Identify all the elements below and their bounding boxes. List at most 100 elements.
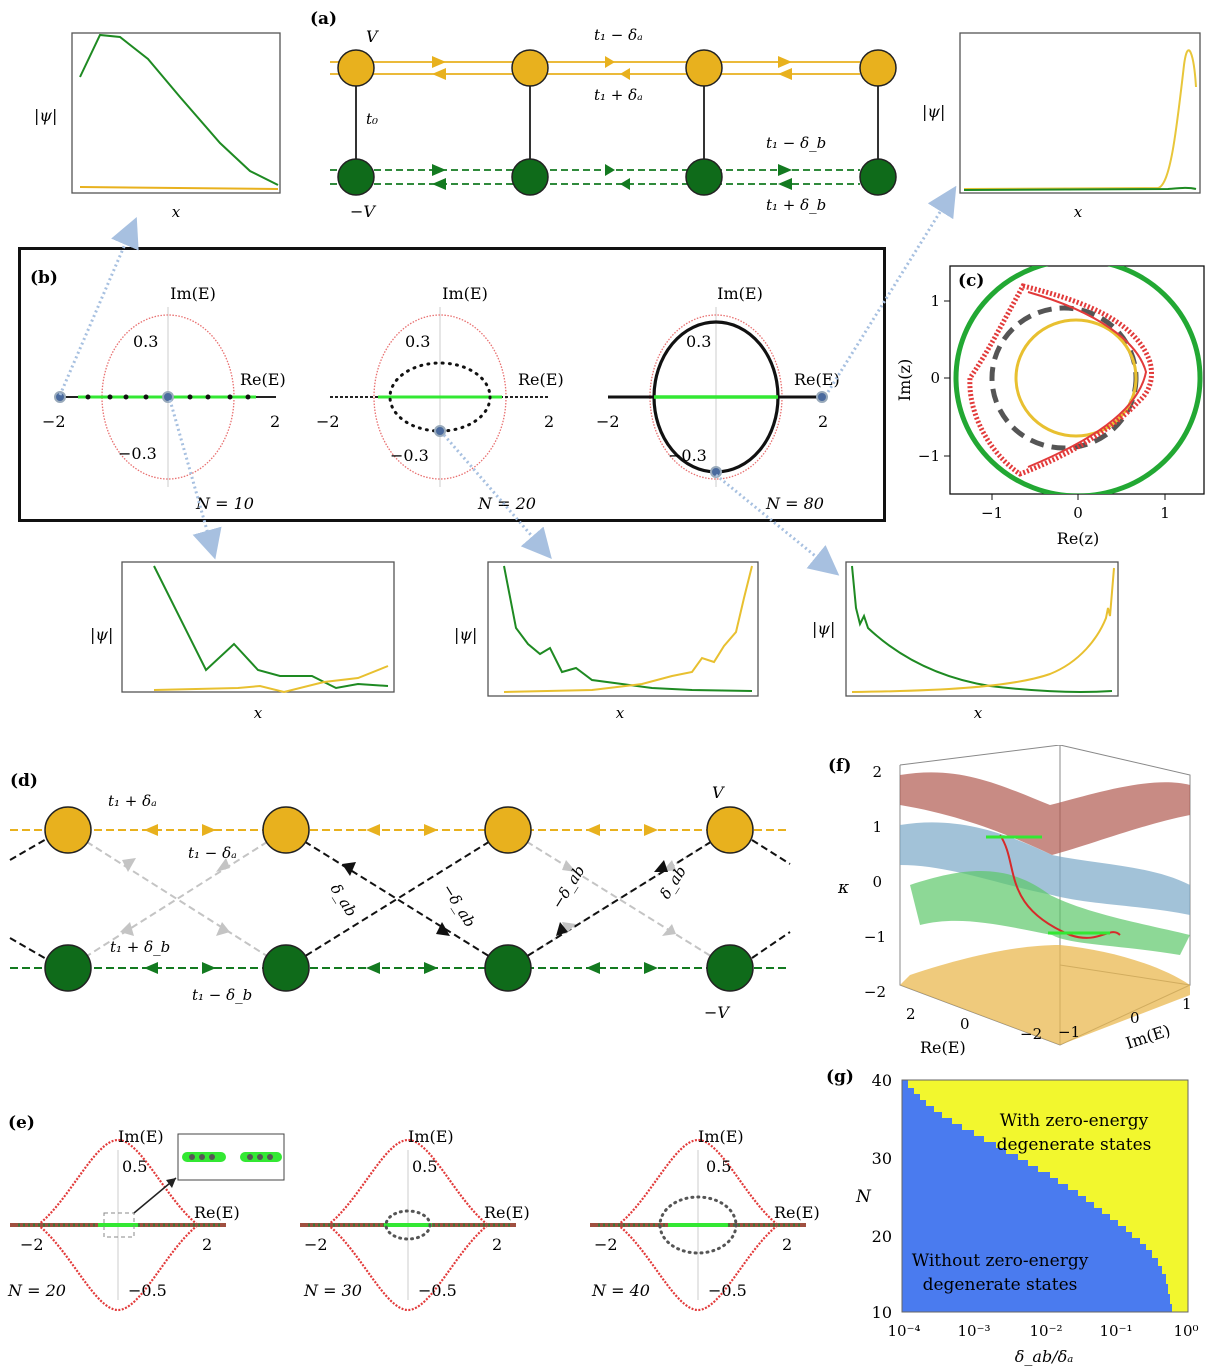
- n-label-80: N = 80: [765, 494, 824, 513]
- t1-plus-db: t₁ + δ_b: [110, 938, 170, 956]
- xtick-0: 0: [1073, 504, 1083, 522]
- t0-label: t₀: [366, 110, 378, 128]
- re-label: Re(E): [194, 1203, 240, 1222]
- psi-plot-b-1: |ψ| x: [90, 561, 395, 722]
- im-tick-0: 0: [1130, 1009, 1140, 1027]
- re-label: Re(E): [240, 370, 286, 389]
- surface-top: [900, 772, 1190, 855]
- ytick-20: 20: [872, 1227, 892, 1246]
- surface-bottom: [900, 945, 1190, 1045]
- re-label: Re(E): [794, 370, 840, 389]
- x-label: x: [172, 203, 181, 221]
- x-label: x: [1074, 203, 1083, 221]
- ytick-30: 30: [872, 1149, 892, 1168]
- ytick-0: 0: [930, 369, 940, 387]
- tick-m2: −2: [594, 1235, 618, 1254]
- psi-label: |ψ|: [34, 106, 57, 125]
- spectrum-N20: Im(E) 0.3 −0.3 Re(E) −2 2 N = 20: [316, 284, 564, 513]
- spectrum-N80: Im(E) 0.3 −0.3 Re(E) −2 2 N = 80: [596, 284, 840, 513]
- im-tick-1: 1: [1182, 995, 1192, 1013]
- d-bottom-sites: [44, 944, 754, 992]
- n-label-10: N = 10: [195, 494, 254, 513]
- panel-label-c: (c): [958, 271, 984, 291]
- without-text-1: Without zero-energy: [912, 1251, 1089, 1271]
- green-wavefunction: [851, 565, 1113, 693]
- xtick-1e-3: 10⁻³: [957, 1322, 990, 1340]
- c-ylabel: Im(z): [895, 359, 914, 401]
- gold-wavefunction: [963, 49, 1197, 190]
- green-circle: [953, 266, 1203, 494]
- hop-bot-minus: t₁ − δ_b: [766, 134, 826, 152]
- x-label: x: [254, 704, 263, 722]
- psi-plot-b-3: |ψ| x: [812, 561, 1119, 722]
- dab-label: δ_ab: [327, 881, 361, 920]
- x-label: x: [974, 704, 983, 722]
- tick-neg0.5: −0.5: [418, 1281, 457, 1300]
- plot-frame: [845, 561, 1119, 697]
- without-text-2: degenerate states: [923, 1275, 1078, 1295]
- gray-arrows: [120, 858, 676, 936]
- psi-label: |ψ|: [90, 625, 113, 644]
- im-label: Im(E): [408, 1127, 454, 1146]
- re-label: Re(E): [518, 370, 564, 389]
- xtick-neg1: −1: [981, 504, 1003, 522]
- ytick-40: 40: [872, 1071, 892, 1090]
- surface-upper: [900, 822, 1190, 915]
- tick-0.3: 0.3: [405, 332, 430, 351]
- tick-m2: −2: [304, 1235, 328, 1254]
- t1-minus-da: t₁ − δₐ: [188, 844, 237, 862]
- gold-circle: [1014, 318, 1138, 438]
- tick-p2: 2: [818, 412, 828, 431]
- bottom-rail-arrows: [144, 962, 658, 974]
- tick-m2: −2: [42, 412, 66, 431]
- n-label-20: N = 20: [477, 494, 536, 513]
- re-tick-0: 0: [960, 1015, 970, 1033]
- bottom-sites: [337, 158, 897, 196]
- d-top-sites: [44, 806, 754, 854]
- panel-label-b: (b): [30, 268, 58, 288]
- with-text-2: degenerate states: [997, 1135, 1152, 1155]
- im-label: Im(E): [717, 284, 763, 303]
- re-label: Re(E): [484, 1203, 530, 1222]
- tick-p2: 2: [782, 1235, 792, 1254]
- panel-label-d: (d): [10, 771, 38, 791]
- tick-neg0.3: −0.3: [668, 446, 707, 465]
- green-wavefunction: [963, 186, 1197, 191]
- pointer-arrows: [58, 185, 957, 576]
- gold-wavefunction: [503, 565, 753, 693]
- red-gbz-curve: [967, 283, 1154, 477]
- tick-m2: −2: [596, 412, 620, 431]
- im-label: Im(E): [442, 284, 488, 303]
- x-label: x: [616, 704, 625, 722]
- psi-plot-b-2: |ψ| x: [454, 561, 759, 722]
- V-label: V: [712, 783, 725, 802]
- psi-label: |ψ|: [454, 625, 477, 644]
- gold-wavefunction: [153, 665, 389, 694]
- tick-0.3: 0.3: [133, 332, 158, 351]
- tick-neg0.5: −0.5: [708, 1281, 747, 1300]
- z-tick-m1: −1: [864, 928, 886, 946]
- ytick-10: 10: [872, 1303, 892, 1322]
- t1-minus-db: t₁ − δ_b: [192, 986, 252, 1004]
- green-wavefunction: [503, 565, 753, 692]
- black-crossings: [9, 829, 791, 969]
- panel-g: (g) With zero-energy degenerate states W…: [826, 1067, 1199, 1366]
- tick-0.3: 0.3: [686, 332, 711, 351]
- xtick-1e0: 10⁰: [1173, 1322, 1198, 1340]
- dashed-circle: [989, 305, 1139, 451]
- tick-p2: 2: [492, 1235, 502, 1254]
- z-tick-2: 2: [872, 763, 882, 781]
- hop-bot-plus: t₁ + δ_b: [766, 196, 826, 214]
- ytick-neg1: −1: [918, 447, 940, 465]
- psi-label: |ψ|: [812, 619, 835, 638]
- re-label: Re(E): [920, 1038, 966, 1057]
- black-arrows: [342, 860, 668, 936]
- tick-neg0.3: −0.3: [118, 444, 157, 463]
- spectrum-N10: Im(E) 0.3 −0.3 Re(E) −2 2 N = 10: [42, 284, 286, 513]
- plot-frame: [959, 32, 1201, 194]
- panel-label-e: (e): [8, 1113, 35, 1133]
- tick-p2: 2: [202, 1235, 212, 1254]
- neg-dab-2: −δ_ab: [548, 862, 589, 912]
- negV-label: −V: [704, 1003, 730, 1022]
- im-label: Im(E): [698, 1127, 744, 1146]
